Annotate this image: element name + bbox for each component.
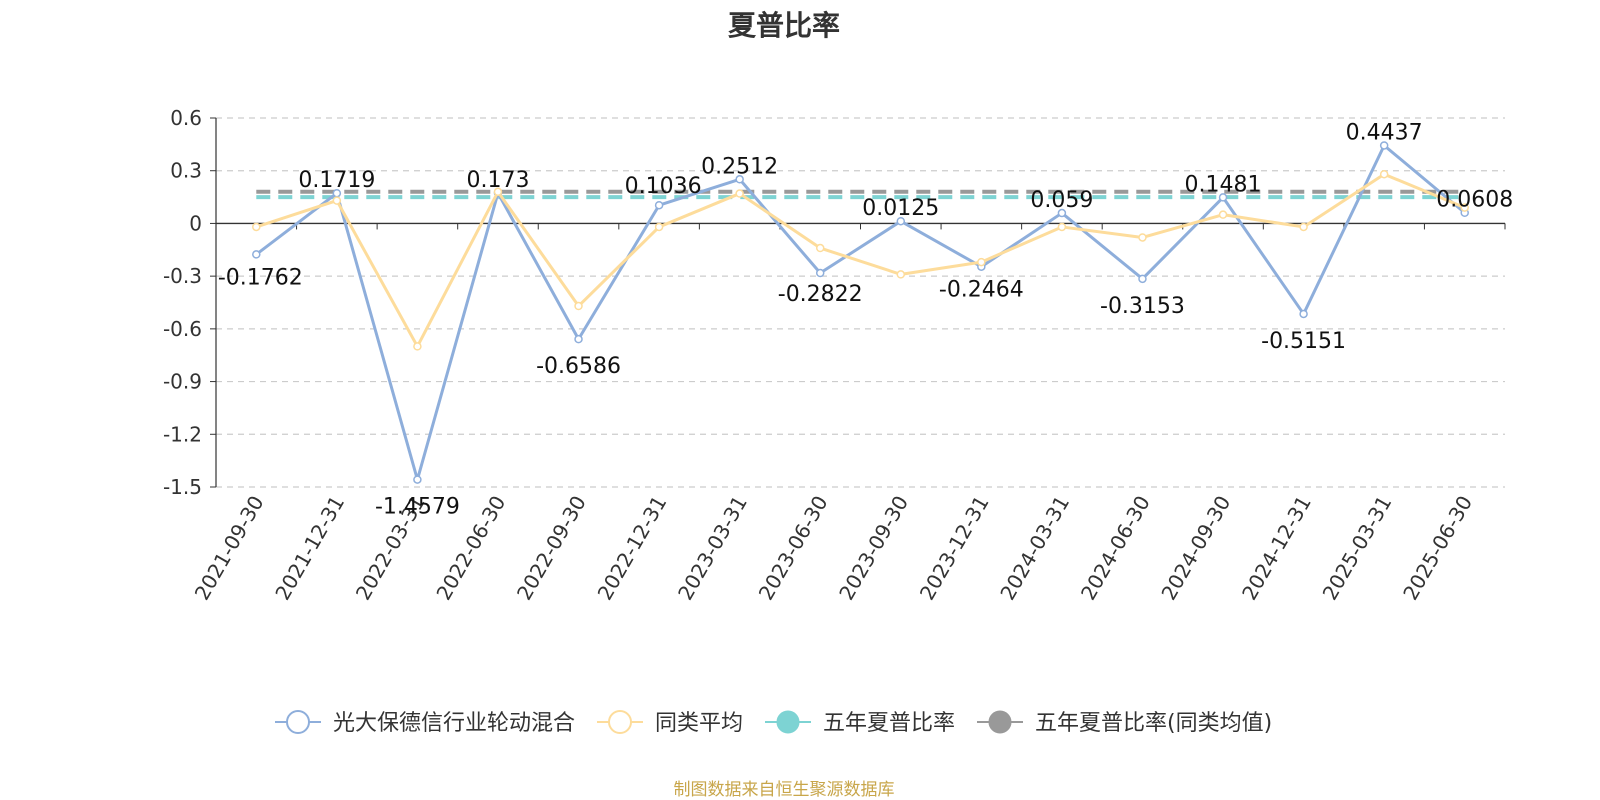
x-tick-label: 2024-12-31 <box>1237 492 1316 605</box>
legend-label: 光大保德信行业轮动混合 <box>333 711 575 736</box>
series-point <box>493 187 503 197</box>
data-label: -0.5151 <box>1261 329 1346 354</box>
x-tick-label: 2025-06-30 <box>1398 492 1477 605</box>
series-point <box>1299 309 1308 319</box>
data-label: 0.173 <box>466 168 529 193</box>
data-label: 0.1481 <box>1185 172 1262 197</box>
series-point <box>1057 222 1067 232</box>
data-label: -0.2464 <box>939 278 1024 303</box>
chart-title: 夏普比率 <box>727 9 840 42</box>
data-label: 0.4437 <box>1346 120 1423 145</box>
series-point <box>1138 233 1147 242</box>
series-point <box>252 222 261 232</box>
series-point <box>574 334 583 344</box>
data-labels: -0.17620.1719-1.45790.173-0.65860.10360.… <box>218 120 1513 519</box>
y-tick-label: 0 <box>189 211 202 235</box>
data-label: 0.2512 <box>701 154 778 179</box>
series-point <box>1460 203 1469 212</box>
y-tick-label: 0.6 <box>170 106 202 130</box>
data-label: -1.4579 <box>375 495 460 520</box>
legend: 光大保德信行业轮动混合 同类平均 五年夏普比率 五年夏普比率(同类均值) <box>275 710 1272 736</box>
data-source-note: 制图数据来自恒生聚源数据库 <box>673 780 895 800</box>
series-point <box>896 216 906 226</box>
legend-item: 五年夏普比率 <box>765 710 955 736</box>
x-tick-label: 2022-12-31 <box>593 492 672 605</box>
legend-item: 五年夏普比率(同类均值) <box>977 710 1272 736</box>
legend-item: 同类平均 <box>597 710 743 736</box>
series-point <box>413 475 422 484</box>
series-point <box>1138 274 1147 284</box>
series-point <box>1218 210 1228 219</box>
legend-marker <box>286 710 310 734</box>
series-point <box>896 270 906 279</box>
x-tick-label: 2023-03-31 <box>673 492 752 605</box>
y-tick-label: -1.2 <box>163 422 202 446</box>
y-tick-label: -0.9 <box>163 370 202 394</box>
x-tick-label: 2024-09-30 <box>1156 492 1235 605</box>
x-tick-label: 2024-03-31 <box>995 492 1074 605</box>
data-label: 0.059 <box>1030 188 1093 213</box>
data-label: 0.0125 <box>862 196 939 221</box>
series-point <box>574 301 583 311</box>
legend-label: 五年夏普比率 <box>823 711 955 736</box>
x-tick-label: 2021-12-31 <box>270 492 349 605</box>
series-point <box>654 200 664 210</box>
x-tick-label: 2023-09-30 <box>834 492 913 605</box>
x-tick-label: 2023-12-31 <box>915 492 994 605</box>
series-point <box>1379 169 1389 179</box>
series-lines <box>252 141 1469 484</box>
data-label: 0.1719 <box>298 168 375 193</box>
data-label: 0.0608 <box>1436 188 1513 213</box>
legend-item: 光大保德信行业轮动混合 <box>275 710 575 736</box>
y-tick-label: 0.3 <box>170 159 202 183</box>
y-tick-label: -1.5 <box>163 475 202 499</box>
x-tick-label: 2022-09-30 <box>512 492 591 605</box>
y-tick-label: -0.3 <box>163 264 202 288</box>
data-label: -0.2822 <box>778 282 863 307</box>
series-line <box>255 143 1466 482</box>
legend-label: 同类平均 <box>655 711 743 736</box>
series-point <box>815 243 825 253</box>
series-point <box>735 175 744 184</box>
x-tick-label: 2025-03-31 <box>1318 492 1397 605</box>
series-point <box>1299 222 1308 232</box>
series-point <box>654 222 664 232</box>
data-label: 0.1036 <box>625 174 702 199</box>
legend-marker <box>776 710 800 734</box>
series-point <box>1057 208 1067 218</box>
series-point <box>735 189 744 198</box>
reference-lines <box>256 189 1465 200</box>
legend-marker <box>988 710 1012 734</box>
legend-marker <box>608 710 632 734</box>
y-tick-label: -0.6 <box>163 317 202 341</box>
series-point <box>977 257 986 267</box>
x-tick-label: 2023-06-30 <box>754 492 833 605</box>
series-point <box>1218 193 1228 202</box>
series-line <box>255 172 1466 348</box>
data-label: -0.1762 <box>218 265 303 290</box>
series-point <box>815 268 825 278</box>
legend-label: 五年夏普比率(同类均值) <box>1035 711 1272 736</box>
data-label: -0.3153 <box>1100 294 1185 319</box>
x-tick-label: 2021-09-30 <box>190 492 269 605</box>
series-point <box>252 250 261 259</box>
series-point <box>332 196 342 205</box>
x-tick-label: 2024-06-30 <box>1076 492 1155 605</box>
series-point <box>413 342 422 351</box>
series-point <box>1379 141 1389 150</box>
data-label: -0.6586 <box>536 354 621 379</box>
